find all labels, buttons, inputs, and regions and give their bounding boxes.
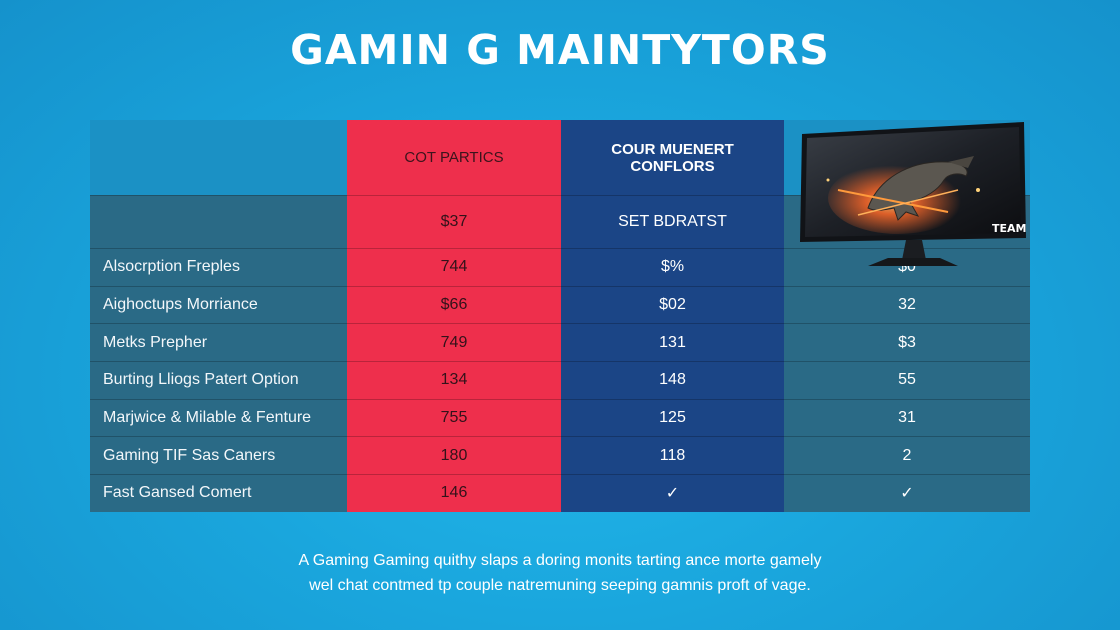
row-cell: 32: [784, 285, 1030, 324]
row-cell: 146: [347, 474, 561, 512]
header-label: COUR MUENERT CONFLORS: [611, 140, 734, 175]
row-cell: $%: [561, 248, 784, 286]
row-cell: 755: [347, 398, 561, 437]
row-cell: $0: [784, 248, 1030, 286]
row-cell: 31: [784, 398, 1030, 437]
row-cell: 2: [784, 436, 1030, 475]
row-label: Aighoctups Morriance: [90, 285, 347, 324]
price-row-col-3: [784, 195, 1030, 248]
footer-line: wel chat contmed tp couple natremuning s…: [309, 577, 811, 594]
row-cell: $66: [347, 285, 561, 324]
row-cell: $3: [784, 323, 1030, 362]
table-header-image-cell: [784, 120, 1030, 195]
row-cell: $02: [561, 285, 784, 324]
page-title: GAMIN G MAINTYTORS: [290, 26, 830, 74]
row-cell: 118: [561, 436, 784, 475]
row-cell: 55: [784, 361, 1030, 399]
footer-line: A Gaming Gaming quithy slaps a doring mo…: [298, 552, 822, 569]
row-label: Marjwice & Milable & Fenture: [90, 398, 347, 437]
row-label: Fast Gansed Comert: [90, 474, 347, 512]
footer-description: A Gaming Gaming quithy slaps a doring mo…: [0, 548, 1120, 598]
checkmark-icon: ✓: [561, 474, 784, 512]
row-cell: 125: [561, 398, 784, 437]
row-cell: 180: [347, 436, 561, 475]
row-cell: 131: [561, 323, 784, 362]
row-cell: 134: [347, 361, 561, 399]
row-cell: 744: [347, 248, 561, 286]
row-label: Gaming TIF Sas Caners: [90, 436, 347, 475]
table-header-col-2: COUR MUENERT CONFLORS: [561, 120, 784, 195]
row-label: Metks Prepher: [90, 323, 347, 362]
row-label: Burting Lliogs Patert Option: [90, 361, 347, 399]
table-header-col-1: COT PARTICS: [347, 120, 561, 195]
row-cell: 749: [347, 323, 561, 362]
price-row-label: [90, 195, 347, 248]
checkmark-icon: ✓: [784, 474, 1030, 512]
table-header-empty: [90, 120, 347, 195]
row-cell: 148: [561, 361, 784, 399]
price-row-col-2: SET BDRATST: [561, 195, 784, 248]
header-label: COT PARTICS: [404, 149, 504, 166]
price-row-col-1: $37: [347, 195, 561, 248]
row-label: Alsocrption Freples: [90, 248, 347, 286]
comparison-table: COT PARTICS COUR MUENERT CONFLORS $37 SE…: [90, 120, 1030, 512]
